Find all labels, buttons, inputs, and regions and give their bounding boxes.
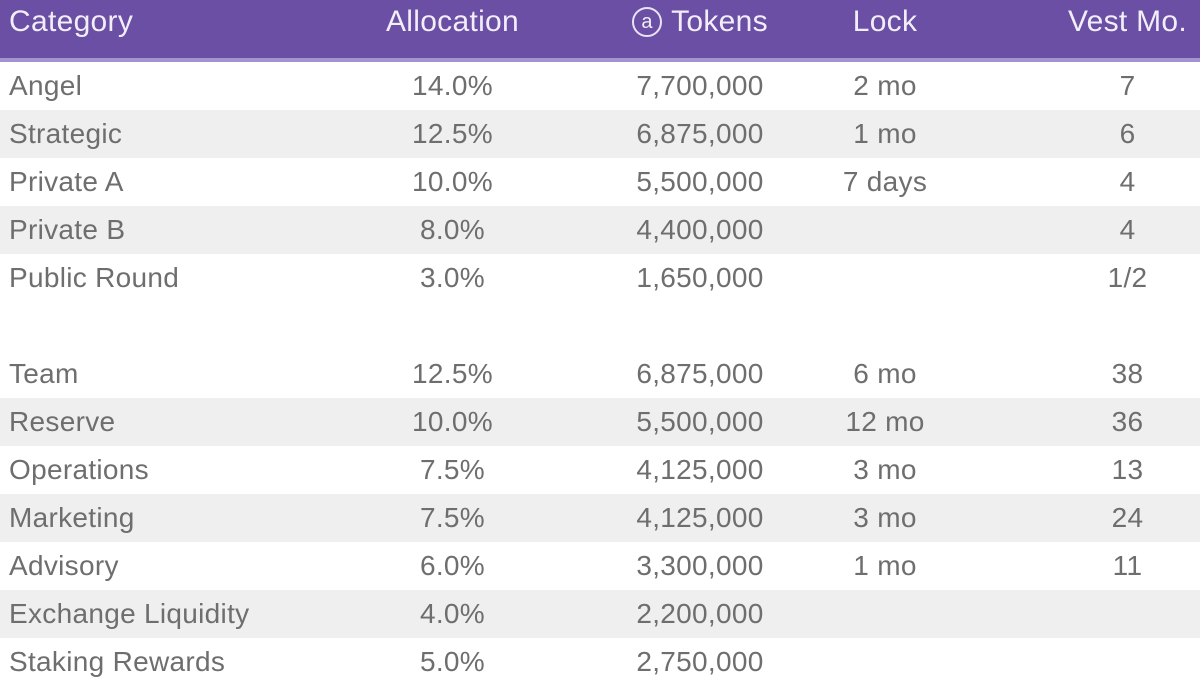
vest-cell: 6 — [1119, 118, 1136, 149]
tokens-cell: 3,300,000 — [636, 550, 764, 581]
table-row: Public Round 3.0% 1,650,000 1/2 — [0, 254, 1200, 302]
vest-cell: 7 — [1119, 70, 1136, 101]
category-cell: Strategic — [9, 118, 123, 149]
category-cell: Angel — [9, 70, 83, 101]
vest-cell: 38 — [1111, 358, 1144, 389]
vest-cell: 4 — [1119, 214, 1136, 245]
lock-cell: 3 mo — [853, 502, 917, 533]
vest-cell: 1/2 — [1107, 262, 1148, 293]
category-cell: Marketing — [9, 502, 135, 533]
vest-cell: 36 — [1111, 406, 1144, 437]
table-row: Marketing 7.5% 4,125,000 3 mo 24 — [0, 494, 1200, 542]
column-header-allocation: Allocation — [330, 0, 575, 44]
tokens-cell: 4,400,000 — [636, 214, 764, 245]
allocation-cell: 4.0% — [419, 598, 486, 629]
allocation-cell: 10.0% — [412, 166, 493, 197]
lock-cell: 3 mo — [853, 454, 917, 485]
allocation-cell: 14.0% — [412, 70, 493, 101]
allocation-cell: 7.5% — [419, 502, 486, 533]
tokens-cell: 1,650,000 — [636, 262, 764, 293]
allocation-cell: 7.5% — [419, 454, 486, 485]
allocation-cell: 8.0% — [419, 214, 486, 245]
category-cell: Staking Rewards — [9, 646, 226, 677]
spacer-row — [0, 302, 1200, 350]
token-coin-icon: a — [632, 7, 663, 37]
tokens-cell: 7,700,000 — [636, 70, 764, 101]
table-row: Private B 8.0% 4,400,000 4 — [0, 206, 1200, 254]
column-header-vest: Vest Mo. — [945, 0, 1200, 44]
tokens-cell: 6,875,000 — [636, 118, 764, 149]
lock-header-label: Lock — [852, 5, 918, 38]
table-row: Strategic 12.5% 6,875,000 1 mo 6 — [0, 110, 1200, 158]
lock-cell: 2 mo — [853, 70, 917, 101]
category-header-label: Category — [9, 5, 134, 38]
lock-cell: 1 mo — [853, 118, 917, 149]
lock-cell: 12 mo — [845, 406, 925, 437]
table-row: Private A 10.0% 5,500,000 7 days 4 — [0, 158, 1200, 206]
category-cell: Team — [9, 358, 79, 389]
table-body: Angel 14.0% 7,700,000 2 mo 7 Strategic 1… — [0, 62, 1200, 686]
allocation-header-label: Allocation — [385, 5, 520, 38]
vest-cell: 24 — [1111, 502, 1144, 533]
vest-header-label: Vest Mo. — [1067, 5, 1188, 38]
column-header-tokens: a Tokens — [575, 0, 825, 44]
tokens-cell: 5,500,000 — [636, 166, 764, 197]
table-row: Staking Rewards 5.0% 2,750,000 — [0, 638, 1200, 686]
token-coin-icon-glyph: a — [641, 11, 653, 33]
lock-cell: 6 mo — [853, 358, 917, 389]
tokens-cell: 2,200,000 — [636, 598, 764, 629]
allocation-cell: 6.0% — [419, 550, 486, 581]
allocation-cell: 10.0% — [412, 406, 493, 437]
category-cell: Exchange Liquidity — [9, 598, 250, 629]
table-header-row: Category Allocation a Tokens Lock Vest M… — [0, 0, 1200, 58]
table-row: Team 12.5% 6,875,000 6 mo 38 — [0, 350, 1200, 398]
table-row: Exchange Liquidity 4.0% 2,200,000 — [0, 590, 1200, 638]
allocation-cell: 3.0% — [419, 262, 486, 293]
category-cell: Private B — [9, 214, 126, 245]
tokens-header-label: Tokens — [671, 5, 768, 38]
vest-cell: 11 — [1112, 550, 1143, 581]
allocation-cell: 12.5% — [412, 118, 493, 149]
vest-cell: 13 — [1111, 454, 1144, 485]
tokens-cell: 4,125,000 — [636, 454, 764, 485]
vest-cell: 4 — [1119, 166, 1136, 197]
allocation-cell: 5.0% — [419, 646, 486, 677]
lock-cell: 1 mo — [853, 550, 917, 581]
header-bottom-accent — [0, 58, 1200, 62]
tokens-cell: 5,500,000 — [636, 406, 764, 437]
column-header-category: Category — [0, 0, 330, 44]
tokens-cell: 6,875,000 — [636, 358, 764, 389]
category-cell: Advisory — [9, 550, 119, 581]
table-row: Advisory 6.0% 3,300,000 1 mo 11 — [0, 542, 1200, 590]
category-cell: Private A — [9, 166, 124, 197]
table-row: Operations 7.5% 4,125,000 3 mo 13 — [0, 446, 1200, 494]
tokens-cell: 4,125,000 — [636, 502, 764, 533]
column-header-lock: Lock — [825, 0, 945, 44]
category-cell: Operations — [9, 454, 149, 485]
category-cell: Reserve — [9, 406, 116, 437]
table-row: Reserve 10.0% 5,500,000 12 mo 36 — [0, 398, 1200, 446]
tokens-cell: 2,750,000 — [636, 646, 764, 677]
category-cell: Public Round — [9, 262, 180, 293]
table-row: Angel 14.0% 7,700,000 2 mo 7 — [0, 62, 1200, 110]
allocation-cell: 12.5% — [412, 358, 493, 389]
lock-cell: 7 days — [842, 166, 928, 197]
